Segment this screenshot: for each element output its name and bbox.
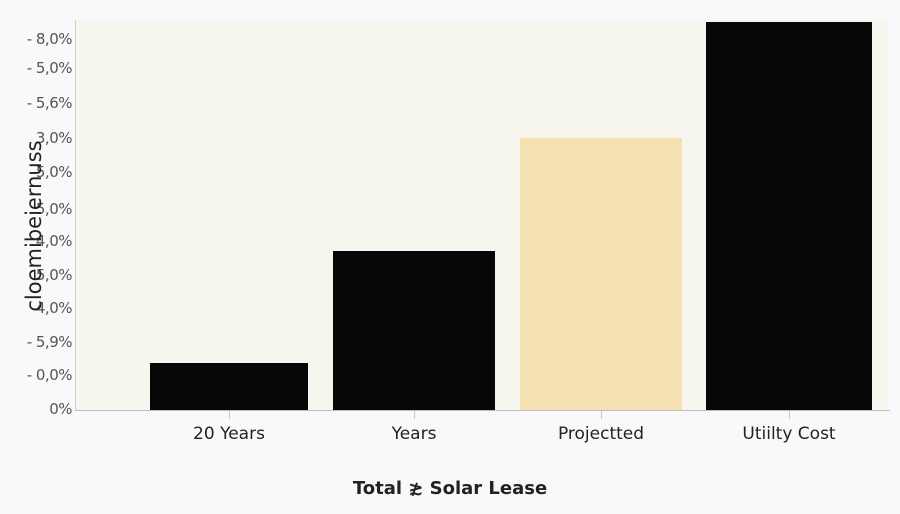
bar: [150, 363, 308, 410]
x-tick-label: Projectted: [557, 424, 645, 444]
y-axis-line: [75, 20, 76, 411]
x-axis-title: Total ≵ Solar Lease: [352, 478, 548, 499]
y-tick-label: 5,0%: [35, 163, 73, 181]
x-tick-label: Utiilty Cost: [742, 424, 836, 444]
x-axis-line: [75, 410, 890, 411]
y-tick-label: 4,0%: [35, 299, 73, 317]
bar: [520, 138, 682, 410]
x-tick-mark: [414, 411, 415, 419]
y-tick-label: 5,0%: [35, 200, 73, 218]
y-axis-title: cloemibeiernuss: [22, 140, 46, 312]
x-tick-label: 20 Years: [193, 424, 265, 444]
y-tick-label: - 8,0%: [26, 30, 73, 48]
y-tick-label: - 5,0%: [26, 59, 73, 77]
y-tick-label: 0%: [49, 400, 72, 418]
y-tick-label: 3,0%: [35, 129, 73, 147]
y-tick-label: 4,0%: [35, 232, 73, 250]
y-tick-label: 5,0%: [35, 266, 73, 284]
y-tick-label: - 5,6%: [26, 94, 73, 112]
bar: [333, 251, 495, 410]
x-tick-label: Years: [391, 424, 437, 444]
y-tick-label: - 0,0%: [26, 366, 73, 384]
x-tick-mark: [789, 411, 790, 419]
bar: [706, 22, 872, 410]
x-tick-mark: [229, 411, 230, 419]
y-tick-label: - 5,9%: [26, 333, 73, 351]
x-tick-mark: [601, 411, 602, 419]
